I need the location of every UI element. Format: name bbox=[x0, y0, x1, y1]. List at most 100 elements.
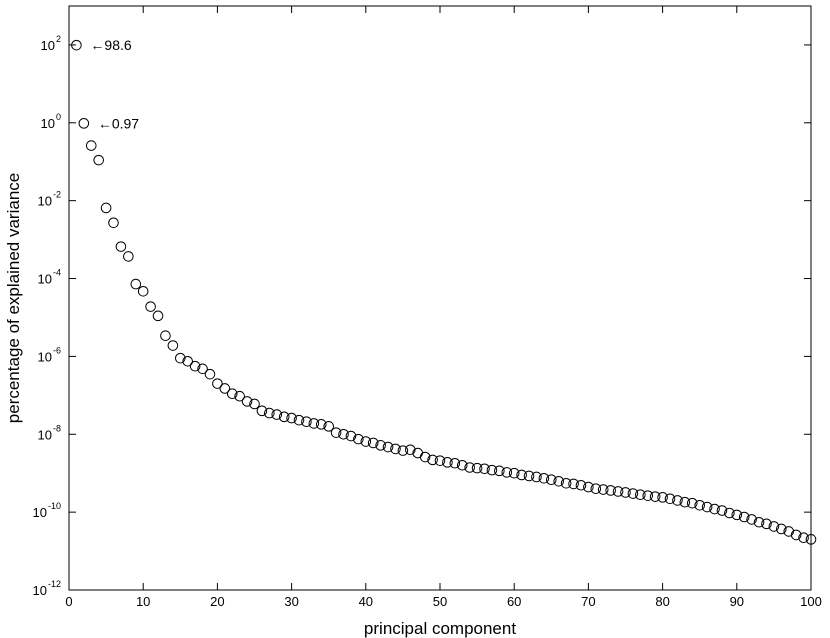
data-point bbox=[620, 487, 631, 498]
data-point bbox=[152, 310, 164, 322]
data-point bbox=[100, 202, 112, 214]
data-point bbox=[405, 444, 416, 456]
annotation-label: ←98.6 bbox=[90, 37, 131, 53]
data-point bbox=[286, 412, 297, 424]
plot-frame bbox=[68, 5, 812, 591]
data-point bbox=[672, 495, 683, 506]
data-point bbox=[419, 451, 431, 463]
data-point bbox=[560, 478, 572, 489]
data-point bbox=[219, 383, 231, 394]
y-tick-label: 10-8 bbox=[38, 423, 61, 442]
data-point bbox=[115, 241, 127, 252]
data-point bbox=[442, 457, 453, 468]
annotations: ←98.6 ←0.97 bbox=[90, 37, 139, 131]
x-tick-label: 30 bbox=[284, 594, 298, 609]
y-axis-label: percentage of explained variance bbox=[4, 173, 23, 423]
data-point bbox=[464, 462, 475, 473]
y-tick-label: 10-4 bbox=[38, 268, 61, 287]
data-point bbox=[449, 457, 461, 469]
x-tick-label: 80 bbox=[655, 594, 669, 609]
x-tick-label: 10 bbox=[136, 594, 150, 609]
data-point bbox=[397, 445, 409, 456]
data-point bbox=[597, 484, 609, 495]
data-point bbox=[583, 481, 594, 493]
data-point bbox=[523, 470, 535, 482]
data-point bbox=[137, 285, 149, 297]
data-point bbox=[724, 507, 735, 519]
y-tick-label: 100 bbox=[41, 112, 61, 131]
data-point bbox=[71, 39, 82, 51]
data-point bbox=[197, 363, 208, 375]
data-point bbox=[575, 479, 587, 491]
data-point bbox=[776, 523, 787, 535]
annotation-label: ←0.97 bbox=[98, 115, 139, 131]
data-point bbox=[167, 340, 179, 351]
data-point bbox=[753, 516, 765, 528]
data-point bbox=[701, 501, 713, 513]
data-point bbox=[679, 496, 691, 508]
data-point bbox=[798, 532, 809, 544]
y-tick-label: 10-6 bbox=[38, 345, 61, 364]
data-point bbox=[627, 488, 639, 499]
x-tick-label: 50 bbox=[433, 594, 447, 609]
data-point bbox=[694, 499, 706, 511]
data-point bbox=[553, 475, 565, 487]
data-point bbox=[486, 464, 498, 476]
data-point bbox=[612, 486, 624, 497]
data-point bbox=[538, 472, 550, 484]
data-point bbox=[709, 503, 720, 515]
data-point bbox=[85, 140, 97, 151]
data-point bbox=[160, 330, 171, 342]
data-point bbox=[123, 251, 134, 262]
data-point bbox=[338, 428, 349, 440]
data-point bbox=[182, 355, 194, 367]
x-tick-label: 90 bbox=[730, 594, 744, 609]
data-point bbox=[204, 368, 216, 380]
data-point bbox=[130, 278, 142, 290]
data-point bbox=[790, 529, 802, 541]
x-axis-label: principal component bbox=[364, 619, 516, 638]
x-tick-label: 60 bbox=[507, 594, 521, 609]
data-point bbox=[234, 390, 245, 402]
data-point bbox=[360, 436, 372, 447]
data-point bbox=[256, 405, 268, 417]
data-point bbox=[427, 454, 438, 466]
y-tick-label: 10-2 bbox=[38, 190, 61, 209]
data-point bbox=[471, 462, 483, 474]
data-point bbox=[226, 388, 238, 400]
data-point bbox=[108, 217, 119, 229]
data-point bbox=[78, 118, 90, 129]
data-point bbox=[241, 396, 253, 407]
data-point bbox=[531, 471, 542, 483]
data-point bbox=[249, 398, 260, 410]
data-point bbox=[145, 301, 156, 312]
data-point bbox=[278, 411, 290, 423]
data-point bbox=[664, 493, 676, 505]
data-point bbox=[353, 433, 364, 445]
data-point bbox=[590, 483, 602, 494]
x-tick-label: 0 bbox=[65, 594, 72, 609]
data-point bbox=[175, 352, 186, 364]
y-axis-ticks: 102 100 10-2 10-4 10-6 10-8 10-10 10-12 bbox=[33, 34, 811, 598]
data-point bbox=[716, 505, 728, 516]
data-point bbox=[746, 514, 757, 525]
data-point bbox=[649, 491, 661, 502]
data-point bbox=[308, 418, 320, 429]
y-tick-label: 10-12 bbox=[33, 579, 61, 598]
data-point bbox=[345, 430, 357, 442]
data-point bbox=[642, 490, 654, 501]
data-point bbox=[301, 416, 312, 428]
data-point bbox=[264, 407, 275, 419]
data-point bbox=[605, 485, 616, 496]
y-tick-label: 10-10 bbox=[33, 501, 61, 520]
data-point bbox=[93, 154, 104, 166]
data-point bbox=[546, 474, 557, 486]
data-point bbox=[330, 427, 342, 438]
data-point bbox=[212, 378, 223, 389]
data-point bbox=[501, 467, 513, 478]
data-point bbox=[635, 489, 646, 501]
data-point bbox=[293, 414, 305, 426]
x-tick-label: 20 bbox=[210, 594, 224, 609]
data-point bbox=[686, 497, 698, 509]
